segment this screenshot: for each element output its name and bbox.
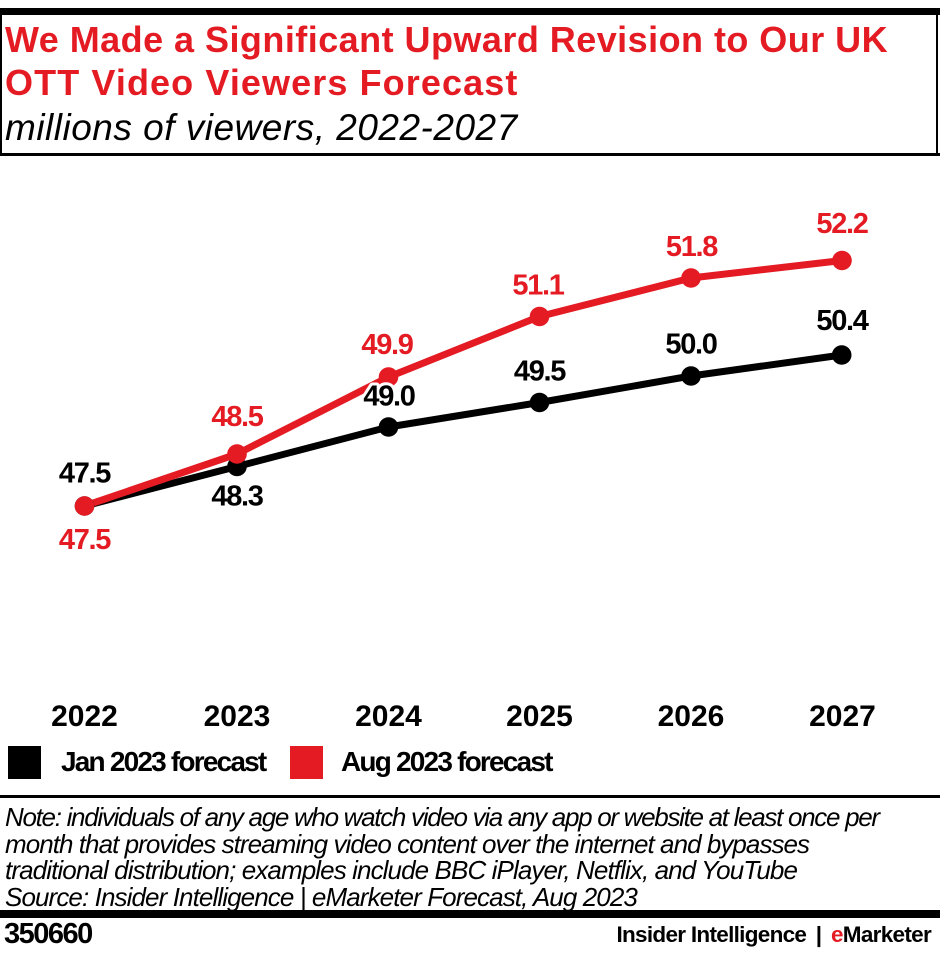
svg-text:49.5: 49.5 [514, 356, 566, 388]
svg-text:2027: 2027 [809, 700, 876, 733]
svg-text:47.5: 47.5 [59, 524, 111, 556]
svg-text:49.0: 49.0 [363, 381, 414, 413]
svg-text:49.9: 49.9 [361, 329, 413, 361]
svg-text:50.0: 50.0 [665, 329, 716, 361]
svg-text:52.2: 52.2 [816, 208, 867, 240]
svg-text:50.4: 50.4 [816, 305, 868, 337]
svg-text:2023: 2023 [204, 700, 271, 733]
svg-text:2026: 2026 [658, 700, 725, 733]
svg-text:2022: 2022 [51, 700, 118, 733]
svg-text:48.5: 48.5 [211, 401, 263, 433]
svg-text:47.5: 47.5 [59, 458, 111, 490]
svg-text:51.1: 51.1 [512, 270, 564, 302]
svg-text:2024: 2024 [355, 700, 422, 733]
svg-text:48.3: 48.3 [211, 481, 263, 513]
svg-text:2025: 2025 [506, 700, 573, 733]
svg-text:51.8: 51.8 [666, 231, 718, 263]
